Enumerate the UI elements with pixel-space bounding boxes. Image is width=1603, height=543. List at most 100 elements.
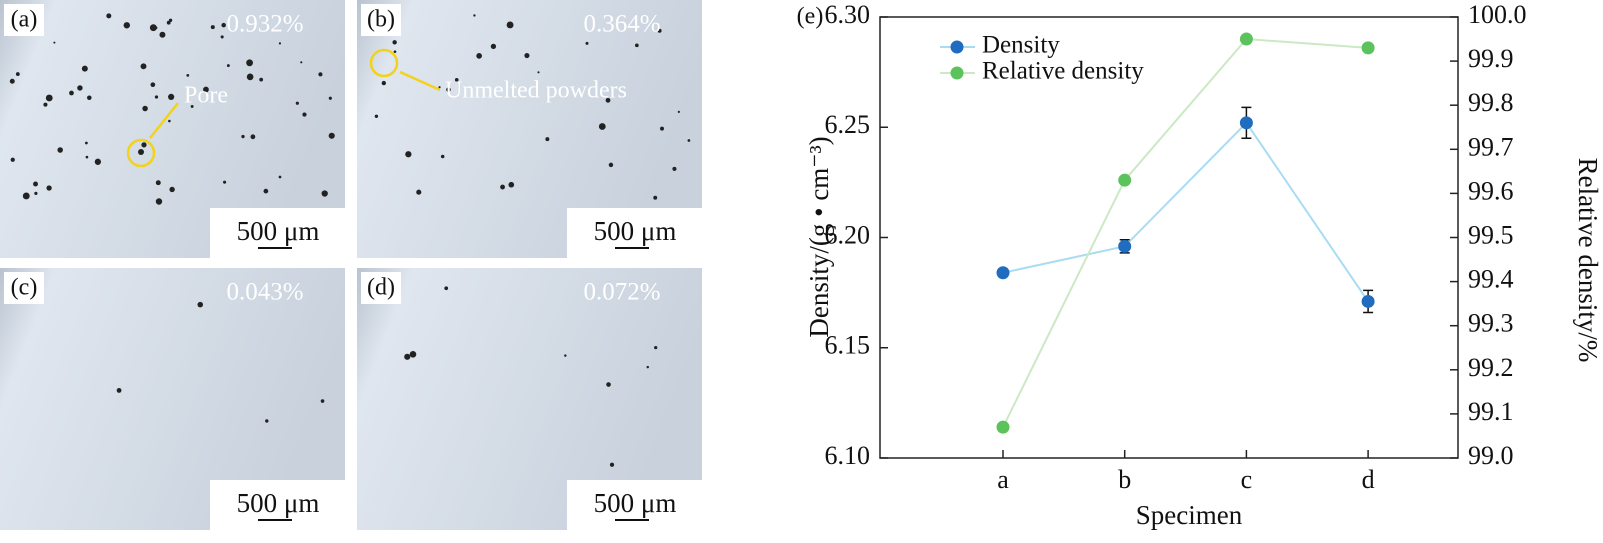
pore-dot — [87, 95, 92, 101]
pore-dot — [221, 22, 226, 28]
pore-dot — [149, 24, 157, 32]
porosity: 0.072% — [583, 279, 660, 306]
pore-dot — [598, 123, 606, 130]
scale-bar-label: 500 μm — [237, 488, 320, 518]
pore-dot — [265, 419, 269, 423]
pore-dot — [500, 184, 505, 190]
scale-box — [567, 208, 702, 258]
pore-dot — [77, 85, 83, 91]
annotation: Pore — [184, 83, 228, 109]
pore-dot — [605, 97, 611, 103]
panel-label: (d) — [367, 275, 395, 301]
pore-dot — [524, 52, 530, 59]
pore-dot — [142, 105, 148, 112]
y2-tick-label: 99.7 — [1468, 132, 1514, 161]
y2-tick-label: 99.5 — [1468, 220, 1514, 249]
pore-dot — [564, 354, 567, 357]
pore-dot — [653, 195, 658, 200]
scale-bar-label: 500 μm — [594, 216, 677, 246]
panel-label: (a) — [11, 7, 38, 33]
pore-dot — [34, 191, 38, 195]
pore-dot — [677, 110, 680, 113]
pore-dot — [259, 77, 264, 82]
scale-box — [210, 480, 345, 530]
pore-dot — [609, 462, 615, 467]
pore-dot — [159, 31, 166, 38]
legend-label: Density — [982, 32, 1060, 59]
pore-dot — [374, 114, 379, 118]
plot-frame — [879, 16, 1459, 459]
pore-dot — [687, 139, 691, 142]
pore-dot — [444, 286, 449, 291]
data-point — [1239, 32, 1253, 46]
pore-dot — [585, 41, 589, 45]
data-point — [1118, 173, 1132, 187]
x-tick-label: a — [997, 465, 1009, 494]
pore-dot — [197, 301, 204, 308]
pore-dot — [168, 119, 171, 123]
pore-dot — [22, 192, 30, 200]
pore-dot — [45, 94, 53, 102]
porosity: 0.932% — [226, 11, 303, 38]
pore-marker — [126, 138, 156, 168]
pore-dot — [250, 134, 256, 140]
pore-dot — [295, 101, 299, 105]
pore-dot — [392, 40, 397, 45]
panel-label-box — [4, 272, 44, 304]
y2-tick-label: 99.9 — [1468, 44, 1514, 73]
pore-dot — [123, 22, 131, 29]
pore-dot — [438, 86, 441, 89]
series-line — [1002, 121, 1369, 303]
pore-dot — [545, 137, 550, 142]
data-point — [1361, 294, 1375, 308]
pore-dot — [155, 180, 161, 186]
scale-bar-label: 500 μm — [237, 216, 320, 246]
data-point — [996, 266, 1010, 280]
pore-dot — [168, 93, 175, 100]
pore-dot — [46, 185, 52, 191]
pore-dot — [43, 102, 48, 107]
pore-dot — [606, 382, 611, 387]
pore-dot — [190, 105, 194, 108]
x-axis-title: Specimen — [1136, 500, 1243, 530]
pore-dot — [53, 41, 56, 44]
porosity: 0.364% — [583, 11, 660, 38]
pore-dot — [409, 351, 417, 358]
pore-dot — [246, 59, 253, 67]
pore-dot — [657, 28, 662, 33]
pore-dot — [608, 162, 614, 168]
data-point — [1239, 116, 1253, 130]
pore-dot — [220, 35, 224, 39]
y2-tick-label: 99.6 — [1468, 176, 1514, 205]
pore-dot — [405, 151, 412, 158]
scale-box — [210, 208, 345, 258]
pore-dot — [226, 64, 230, 68]
pore-dot — [10, 157, 15, 162]
y2-tick-label: 99.2 — [1468, 353, 1514, 382]
y-tick-label: 6.25 — [825, 110, 871, 139]
y-tick-label: 6.20 — [825, 220, 871, 249]
pore-dot — [660, 126, 664, 131]
pore-dot — [15, 72, 20, 76]
x-tick-label: c — [1241, 465, 1253, 494]
legend-marker — [950, 66, 964, 80]
pore-dot — [169, 186, 175, 193]
y2-tick-label: 99.1 — [1468, 397, 1514, 426]
pore-dot — [186, 74, 190, 77]
pore-dot — [328, 132, 335, 139]
pore-dot — [506, 21, 514, 29]
pore-dot — [278, 42, 282, 45]
pore-dot — [223, 180, 227, 184]
pore-dot — [404, 353, 411, 360]
pore-dot — [490, 43, 497, 50]
pore-dot — [446, 87, 451, 92]
data-point — [1361, 41, 1375, 55]
pore-dot — [328, 96, 332, 100]
pore-dot — [321, 190, 328, 197]
pore-dot — [476, 53, 482, 59]
y-tick-label: 6.15 — [825, 331, 871, 360]
arrow — [149, 102, 179, 139]
series-line — [1002, 38, 1369, 428]
pore-dot — [140, 63, 147, 70]
